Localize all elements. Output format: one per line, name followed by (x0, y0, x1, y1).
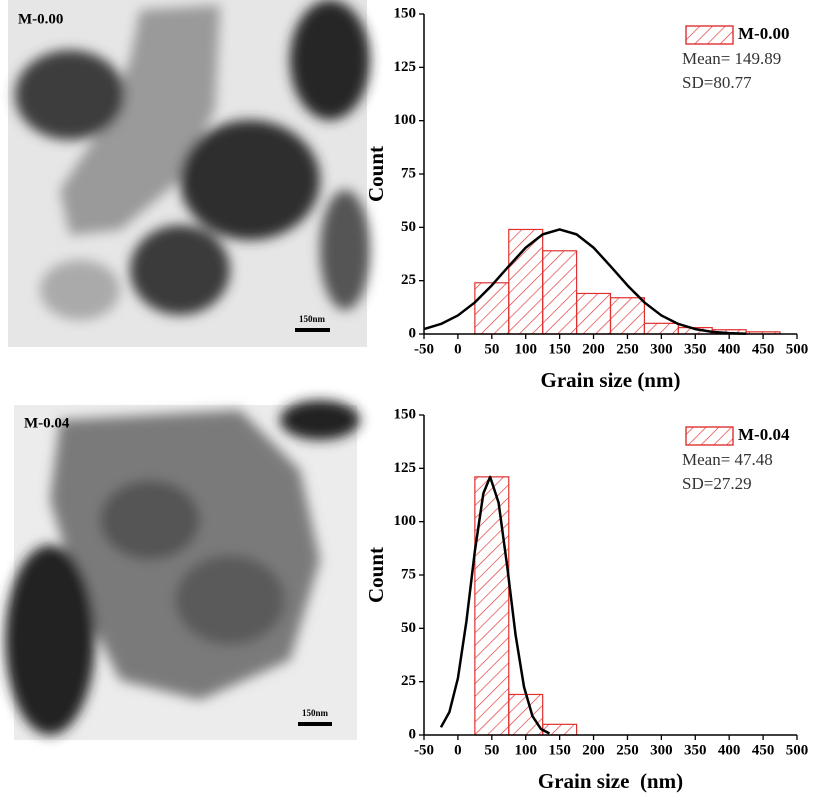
legend-label: M-0.04 (738, 425, 790, 444)
y-tick-label: 25 (401, 272, 416, 288)
x-tick-label: 250 (616, 341, 639, 357)
x-tick-label: 50 (484, 341, 499, 357)
x-tick-label: 100 (514, 742, 537, 758)
x-tick-label: 50 (484, 742, 499, 758)
annotation: SD=80.77 (682, 73, 752, 92)
x-axis-label: Grain size (nm) (541, 368, 681, 392)
tem-image-2: M-0.04 150nm (5, 400, 360, 740)
image-label: M-0.04 (24, 415, 70, 431)
x-tick-label: 300 (650, 341, 673, 357)
x-tick-label: -50 (414, 742, 434, 758)
fit-curve (439, 475, 551, 735)
particles (15, 0, 370, 320)
particle (5, 545, 95, 735)
legend-swatch (685, 25, 734, 45)
x-tick-label: 400 (718, 341, 741, 357)
x-tick-label: 0 (454, 341, 462, 357)
particle (290, 0, 370, 120)
x-tick-label: 150 (548, 742, 571, 758)
bar (508, 693, 544, 736)
y-tick-label: 150 (394, 406, 417, 422)
bar (609, 297, 646, 335)
bar (643, 322, 679, 335)
bar (575, 292, 612, 335)
particle (320, 190, 370, 310)
x-tick-label: 300 (650, 742, 673, 758)
x-tick-label: 450 (752, 341, 775, 357)
x-tick-label: 100 (514, 341, 537, 357)
scale-bar-label: 150nm (302, 708, 329, 718)
y-tick-label: 75 (401, 566, 416, 582)
y-tick-label: 0 (409, 325, 417, 341)
x-tick-label: 400 (718, 742, 741, 758)
particle (15, 50, 125, 140)
y-tick-label: 75 (401, 165, 416, 181)
bar (508, 228, 544, 335)
x-tick-label: 250 (616, 742, 639, 758)
x-tick-label: 200 (582, 742, 605, 758)
bar (542, 250, 578, 335)
y-tick-label: 100 (394, 513, 417, 529)
scale-bar-label: 150nm (299, 314, 326, 324)
x-tick-label: 350 (684, 742, 707, 758)
fit-curve (423, 228, 747, 336)
x-axis-label: Grain size (nm) (538, 769, 683, 793)
particle (60, 5, 220, 235)
y-tick-label: 125 (394, 460, 417, 476)
image-label: M-0.00 (18, 11, 63, 27)
bar (474, 282, 510, 335)
x-tick-label: 350 (684, 341, 707, 357)
annotation: Mean= 47.48 (682, 450, 773, 469)
x-tick-label: -50 (414, 341, 434, 357)
y-tick-label: 100 (394, 112, 417, 128)
particles (5, 400, 360, 735)
particle (130, 225, 230, 315)
y-tick-label: 0 (409, 726, 417, 742)
particle (100, 480, 200, 560)
y-tick-label: 50 (401, 620, 416, 636)
particle (280, 400, 360, 440)
x-tick-label: 500 (786, 341, 809, 357)
y-tick-label: 150 (394, 5, 417, 21)
particle (175, 555, 285, 645)
x-tick-label: 500 (786, 742, 809, 758)
x-tick-label: 0 (454, 742, 462, 758)
legend-label: M-0.00 (738, 24, 789, 43)
legend-swatch (685, 426, 734, 446)
x-tick-label: 150 (548, 341, 571, 357)
y-axis-label: Count (364, 547, 388, 603)
x-tick-label: 450 (752, 742, 775, 758)
y-tick-label: 50 (401, 219, 416, 235)
y-tick-label: 25 (401, 673, 416, 689)
annotation: SD=27.29 (682, 474, 752, 493)
particle (40, 260, 120, 320)
y-tick-label: 125 (394, 59, 417, 75)
x-tick-label: 200 (582, 341, 605, 357)
particle (180, 120, 320, 240)
y-axis-label: Count (364, 146, 388, 202)
annotation: Mean= 149.89 (682, 49, 781, 68)
tem-image-1: M-0.00 150nm (8, 0, 370, 347)
